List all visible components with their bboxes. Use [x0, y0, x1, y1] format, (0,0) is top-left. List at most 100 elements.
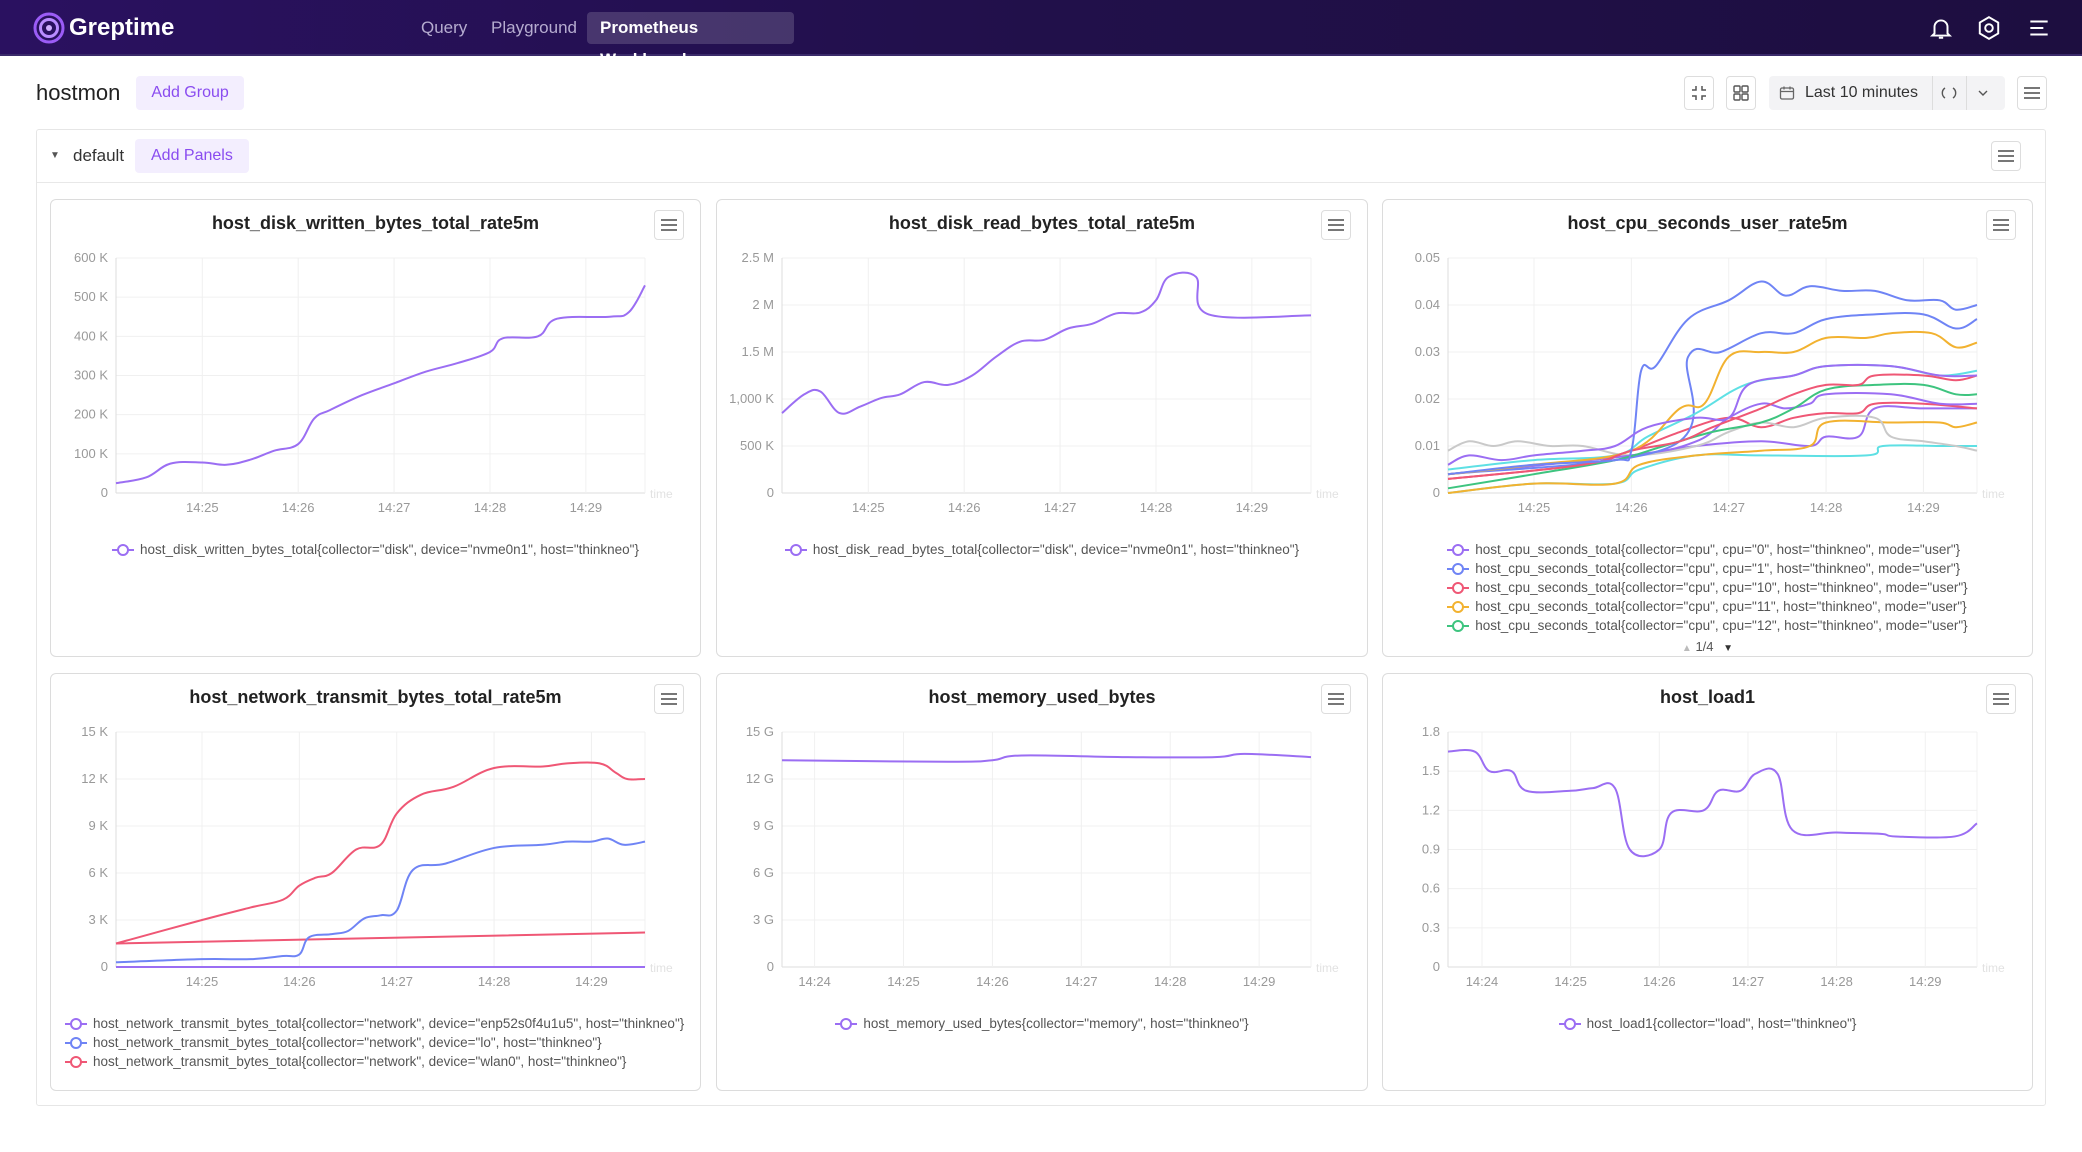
fullscreen-button[interactable] [1684, 76, 1714, 110]
series-line[interactable] [781, 752, 1312, 763]
y-tick-label: 0.6 [1422, 881, 1440, 896]
legend-item[interactable]: host_cpu_seconds_total{collector="cpu", … [1447, 616, 1968, 635]
x-tick-label: 14:25 [1518, 500, 1551, 515]
bell-icon[interactable] [1928, 15, 1954, 41]
legend-page-indicator: 1/4 [1695, 638, 1714, 654]
refresh-button[interactable] [1931, 76, 1966, 110]
x-tick-label: 14:27 [1732, 974, 1765, 989]
legend-label: host_memory_used_bytes{collector="memory… [863, 1016, 1249, 1031]
legend-marker-icon [1447, 562, 1470, 575]
group-header: ▼ default Add Panels [37, 130, 2045, 183]
panel-menu-button[interactable] [654, 210, 684, 240]
greptime-logo[interactable]: Greptime [33, 12, 174, 44]
x-tick-label: 14:24 [798, 974, 831, 989]
y-tick-label: 0 [1433, 959, 1440, 974]
add-panels-button[interactable]: Add Panels [135, 139, 249, 173]
legend-item[interactable]: host_load1{collector="load", host="think… [1558, 1014, 1857, 1033]
y-tick-label: 15 G [746, 724, 774, 739]
y-tick-label: 0.04 [1415, 297, 1440, 312]
menu-icon[interactable] [2026, 15, 2052, 41]
legend-marker-icon [65, 1017, 87, 1030]
legend-item[interactable]: host_cpu_seconds_total{collector="cpu", … [1447, 540, 1967, 559]
legend-label: host_load1{collector="load", host="think… [1586, 1016, 1857, 1031]
chevron-down-icon [1978, 90, 1988, 96]
legend-item[interactable]: host_network_transmit_bytes_total{collec… [65, 1052, 684, 1071]
y-tick-label: 1.5 M [741, 344, 774, 359]
dashboard-menu-button[interactable] [2017, 76, 2047, 110]
series-line[interactable] [1447, 363, 1978, 466]
series-line[interactable] [781, 271, 1312, 415]
series-line[interactable] [1447, 392, 1978, 476]
refresh-interval-dropdown[interactable] [1965, 76, 2000, 110]
panel-menu-button[interactable] [1986, 210, 2016, 240]
x-axis-label: time [650, 487, 673, 501]
legend-item[interactable]: host_cpu_seconds_total{collector="cpu", … [1447, 559, 1967, 578]
series-line[interactable] [1447, 419, 1978, 494]
legend-marker-icon [65, 1036, 87, 1049]
series-line[interactable] [1447, 414, 1978, 457]
y-tick-label: 1,000 K [729, 391, 774, 406]
x-tick-label: 14:28 [1140, 500, 1173, 515]
y-tick-label: 2 M [752, 297, 774, 312]
legend-item[interactable]: host_cpu_seconds_total{collector="cpu", … [1447, 578, 1968, 597]
panel-menu-button[interactable] [1986, 684, 2016, 714]
y-tick-label: 0.02 [1415, 391, 1440, 406]
y-tick-label: 0.05 [1415, 250, 1440, 265]
series-line[interactable] [115, 284, 646, 485]
refresh-icon [1942, 87, 1957, 99]
chart-panel: host_network_transmit_bytes_total_rate5m… [50, 673, 701, 1091]
legend-label: host_cpu_seconds_total{collector="cpu", … [1475, 542, 1961, 557]
y-tick-label: 100 K [74, 446, 108, 461]
chart-panel: host_disk_read_bytes_total_rate5m 0 500 K… [716, 199, 1368, 657]
app-name: Greptime [69, 14, 175, 41]
legend-item[interactable]: host_disk_written_bytes_total{collector=… [112, 540, 639, 559]
page-down-icon[interactable]: ▼ [1723, 642, 1734, 654]
legend-item[interactable]: host_network_transmit_bytes_total{collec… [65, 1033, 684, 1052]
collapse-icon [1692, 86, 1706, 100]
panel-menu-button[interactable] [654, 684, 684, 714]
legend-label: host_cpu_seconds_total{collector="cpu", … [1475, 618, 1968, 633]
panel-group-default: ▼ default Add Panels [36, 129, 2046, 1106]
nav-query[interactable]: Query [421, 18, 468, 37]
chart-legend: host_memory_used_bytes{collector="memory… [717, 1014, 1367, 1035]
y-tick-label: 6 G [753, 865, 774, 880]
add-group-button[interactable]: Add Group [136, 76, 244, 110]
series-line[interactable] [1447, 312, 1978, 476]
legend-item[interactable]: host_memory_used_bytes{collector="memory… [835, 1014, 1249, 1033]
nav-prometheus-workbench[interactable]: Prometheus Workbench [587, 12, 794, 69]
legend-item[interactable]: host_cpu_seconds_total{collector="cpu", … [1447, 597, 1967, 616]
series-line[interactable] [1447, 382, 1978, 490]
settings-icon[interactable] [1976, 15, 2002, 41]
caret-down-icon[interactable]: ▼ [50, 150, 60, 161]
grid-icon [1733, 85, 1749, 101]
series-line[interactable] [1447, 373, 1978, 480]
legend-item[interactable]: host_network_transmit_bytes_total{collec… [65, 1014, 684, 1033]
series-line[interactable] [1447, 749, 1978, 858]
hamburger-icon [1998, 150, 2014, 162]
series-line[interactable] [115, 761, 646, 945]
x-axis-label: time [1982, 487, 2005, 501]
group-name[interactable]: default [73, 146, 125, 165]
y-tick-label: 0.01 [1415, 438, 1440, 453]
series-line[interactable] [1447, 280, 1978, 476]
y-tick-label: 1.5 [1422, 763, 1440, 778]
x-tick-label: 14:26 [282, 500, 315, 515]
group-menu-button[interactable] [1991, 141, 2021, 171]
series-line[interactable] [115, 837, 646, 964]
nav-playground[interactable]: Playground [491, 18, 578, 37]
y-tick-label: 500 K [740, 438, 774, 453]
page-up-icon[interactable]: ▲ [1681, 642, 1692, 654]
chart-panel: host_disk_written_bytes_total_rate5m 0 10… [50, 199, 701, 657]
layout-grid-button[interactable] [1726, 76, 1756, 110]
panel-menu-button[interactable] [1321, 210, 1351, 240]
y-tick-label: 0.9 [1422, 842, 1440, 857]
legend-item[interactable]: host_disk_read_bytes_total{collector="di… [784, 540, 1299, 559]
x-tick-label: 14:24 [1466, 974, 1499, 989]
y-tick-label: 3 K [88, 912, 108, 927]
series-line[interactable] [115, 931, 646, 945]
panel-menu-button[interactable] [1321, 684, 1351, 714]
time-range-picker[interactable]: Last 10 minutes [1769, 76, 2005, 110]
legend-marker-icon [1558, 1017, 1581, 1030]
legend-marker-icon [65, 1055, 87, 1068]
legend-label: host_disk_written_bytes_total{collector=… [140, 542, 639, 557]
